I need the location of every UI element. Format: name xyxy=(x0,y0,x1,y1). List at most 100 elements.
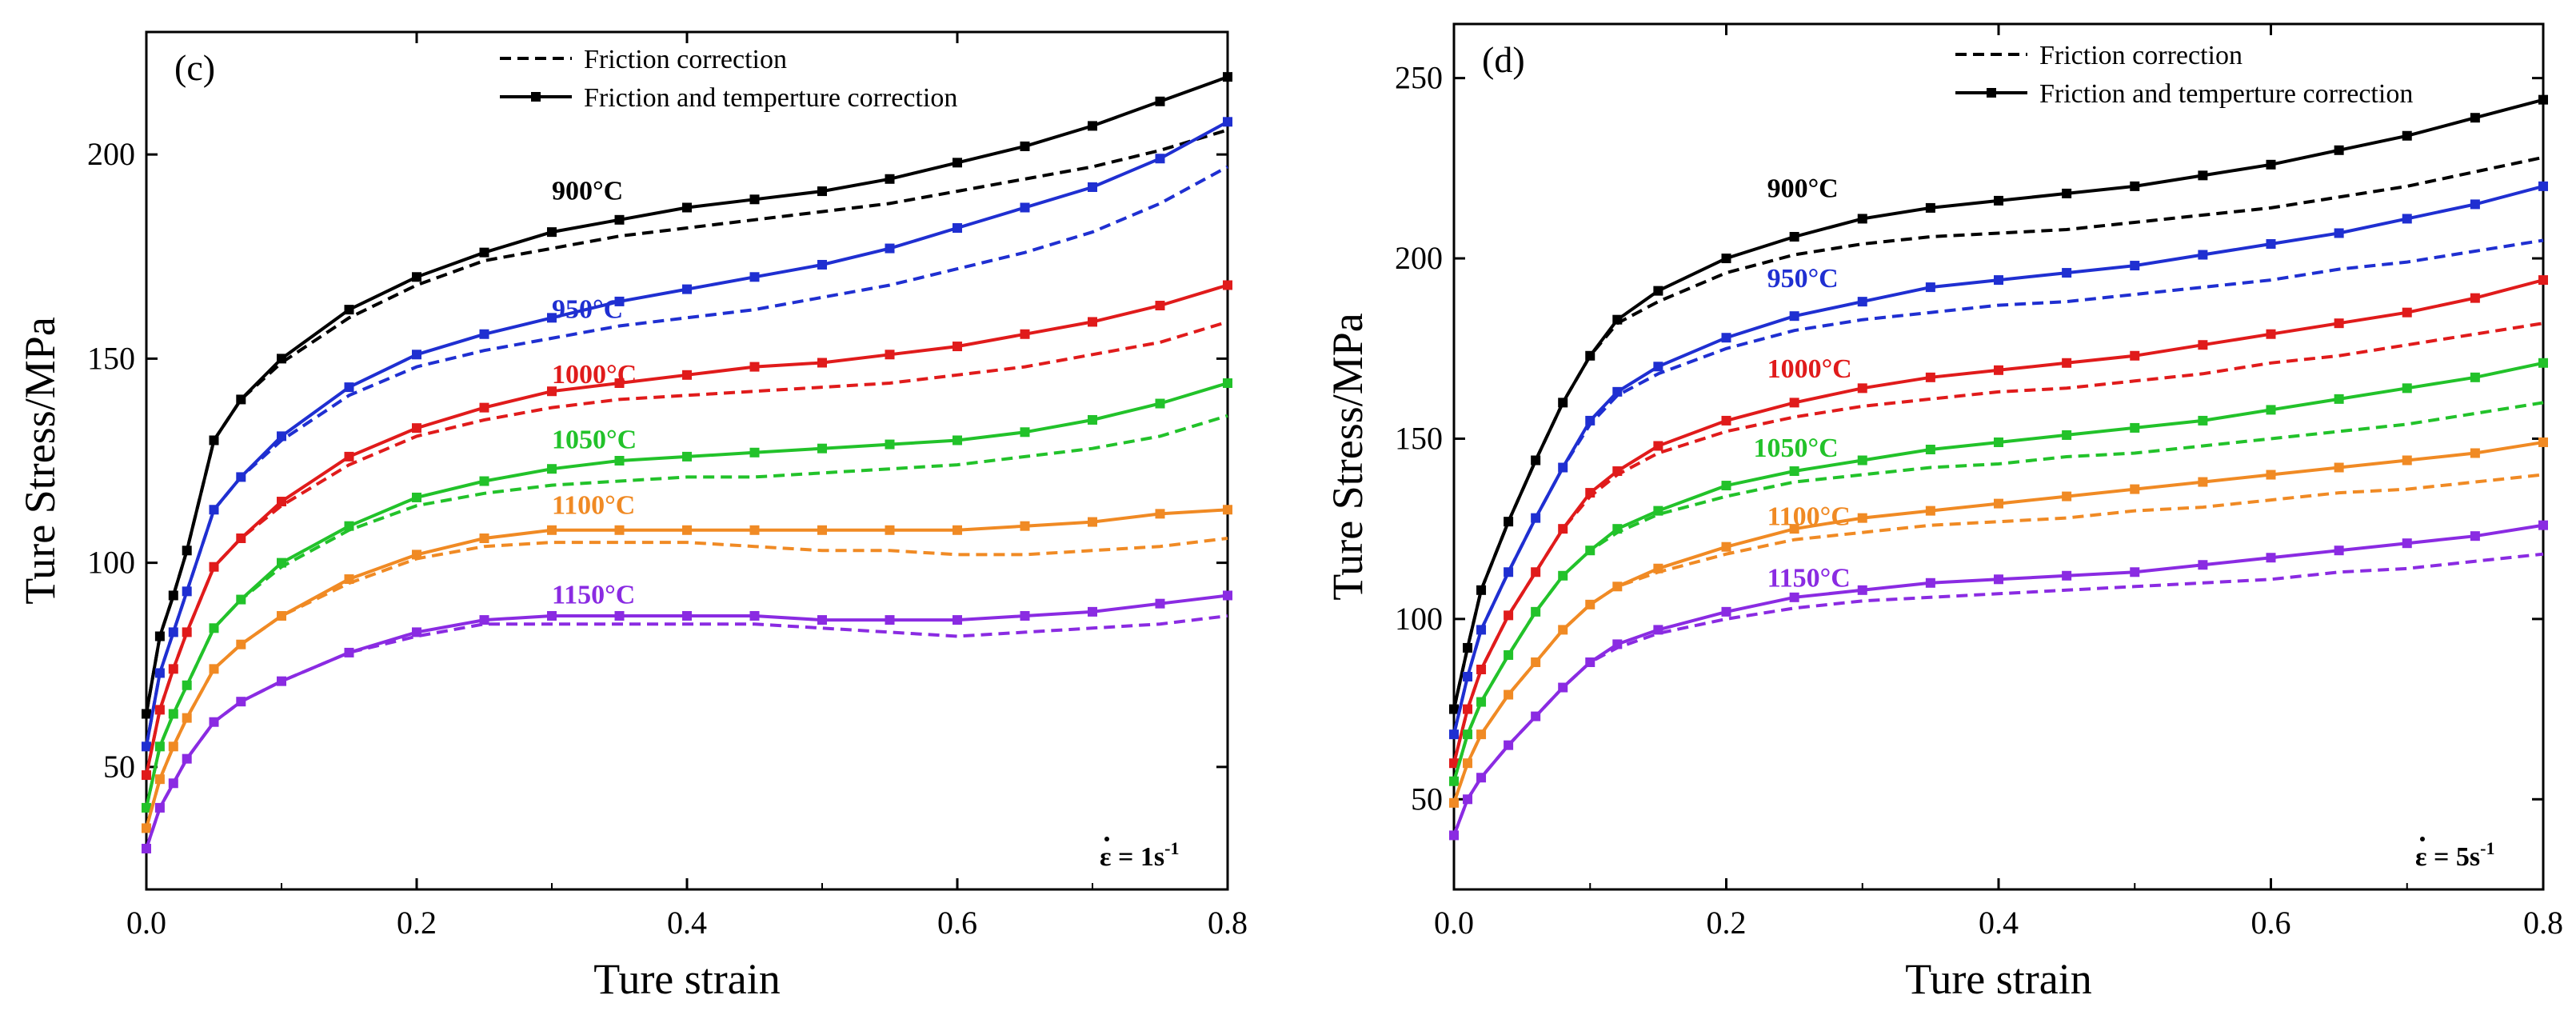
data-point xyxy=(168,664,178,674)
strain-rate-note: ε = 1s-1 xyxy=(1100,838,1179,872)
data-point xyxy=(953,342,962,352)
data-point xyxy=(1653,563,1663,573)
data-point xyxy=(547,525,557,535)
data-point xyxy=(1558,570,1568,581)
data-point xyxy=(1020,427,1030,438)
data-point xyxy=(209,505,219,515)
data-point xyxy=(1585,657,1596,667)
data-point xyxy=(209,561,219,572)
data-point xyxy=(1504,649,1514,660)
strain-rate-text: = 5s xyxy=(2427,842,2481,872)
friction-curve xyxy=(1452,401,2544,782)
data-point xyxy=(547,386,557,397)
data-point xyxy=(1463,642,1473,653)
data-point xyxy=(236,594,246,605)
temperature-label: 1000°C xyxy=(1767,354,1852,384)
data-point xyxy=(885,350,895,360)
data-point xyxy=(953,435,962,446)
data-point xyxy=(953,525,962,535)
data-point xyxy=(1585,599,1596,609)
data-point xyxy=(1020,202,1030,213)
data-point xyxy=(2402,214,2412,224)
data-point xyxy=(614,296,625,306)
data-point xyxy=(1721,254,1731,264)
temperature-label: 1150°C xyxy=(1767,563,1851,593)
data-point xyxy=(168,627,178,637)
data-point xyxy=(1476,697,1487,707)
temperature-label: 950°C xyxy=(1767,264,1839,294)
series-1000C: 1000°C xyxy=(1449,275,2548,769)
data-point xyxy=(1476,773,1487,783)
data-point xyxy=(1531,513,1541,523)
data-point xyxy=(1449,830,1459,841)
data-point xyxy=(1612,466,1623,477)
data-point xyxy=(142,843,151,853)
data-point xyxy=(1653,441,1663,451)
data-point xyxy=(547,313,557,323)
corrected-curve xyxy=(145,593,1228,849)
data-point xyxy=(1463,672,1473,682)
data-point xyxy=(1476,585,1487,595)
data-point xyxy=(1612,314,1623,325)
data-point xyxy=(1449,797,1459,808)
series-900C: 900°C xyxy=(142,72,1232,719)
y-tick-label: 100 xyxy=(1395,601,1443,637)
data-point xyxy=(749,525,760,535)
data-point xyxy=(1449,704,1459,714)
series-1050C: 1050°C xyxy=(1449,358,2548,786)
data-point xyxy=(2198,477,2208,487)
data-point xyxy=(614,456,625,466)
data-point xyxy=(1857,455,1867,466)
data-point xyxy=(277,431,286,442)
data-point xyxy=(277,557,286,568)
data-point xyxy=(209,435,219,446)
data-point xyxy=(2538,437,2548,447)
temperature-label: 1000°C xyxy=(552,360,637,390)
chart-panel-d: 0.0 0.2 0.4 0.6 0.8 50 100 150 200 250 Ture strain… xyxy=(1324,22,2563,1003)
data-point xyxy=(885,615,895,625)
data-point xyxy=(682,370,692,380)
data-point xyxy=(182,713,192,723)
data-point xyxy=(817,525,827,535)
data-point xyxy=(2266,329,2276,339)
temperature-label: 1150°C xyxy=(552,581,635,610)
data-point xyxy=(1925,444,1935,454)
data-point xyxy=(1020,521,1030,531)
data-point xyxy=(1857,297,1867,307)
data-point xyxy=(749,194,760,205)
data-point xyxy=(614,610,625,621)
corrected-curve xyxy=(1452,441,2544,804)
data-point xyxy=(2402,307,2412,318)
corrected-curve xyxy=(1452,523,2544,837)
data-point xyxy=(1789,231,1799,242)
panel-label: (d) xyxy=(1482,39,1525,80)
strain-rate-symbol: ε xyxy=(1100,842,1112,872)
plot-frame xyxy=(1452,22,2545,891)
data-point xyxy=(817,443,827,454)
x-tick-label: 0.0 xyxy=(126,905,166,941)
corrected-curve xyxy=(145,120,1228,747)
data-point xyxy=(1857,383,1867,394)
data-point xyxy=(1463,729,1473,740)
data-point xyxy=(2266,553,2276,563)
data-point xyxy=(1531,455,1541,466)
legend: Friction correction Friction and tempertu… xyxy=(1955,41,2413,109)
data-point xyxy=(154,802,165,813)
data-point xyxy=(154,705,165,715)
data-point xyxy=(2062,430,2072,440)
friction-curve xyxy=(1452,155,2544,710)
data-point xyxy=(1223,505,1232,515)
legend-label-friction: Friction correction xyxy=(2039,41,2243,70)
data-point xyxy=(142,709,151,719)
y-tick-label: 150 xyxy=(1395,420,1443,456)
data-point xyxy=(1449,729,1459,740)
data-point xyxy=(1504,517,1514,527)
data-point xyxy=(2402,538,2412,549)
data-point xyxy=(154,774,165,785)
strain-rate-note: ε = 5s-1 xyxy=(2415,838,2494,872)
temperature-label: 1100°C xyxy=(552,490,635,520)
data-point xyxy=(236,639,246,649)
friction-curve xyxy=(1452,552,2544,837)
data-point xyxy=(2402,130,2412,141)
data-point xyxy=(953,615,962,625)
